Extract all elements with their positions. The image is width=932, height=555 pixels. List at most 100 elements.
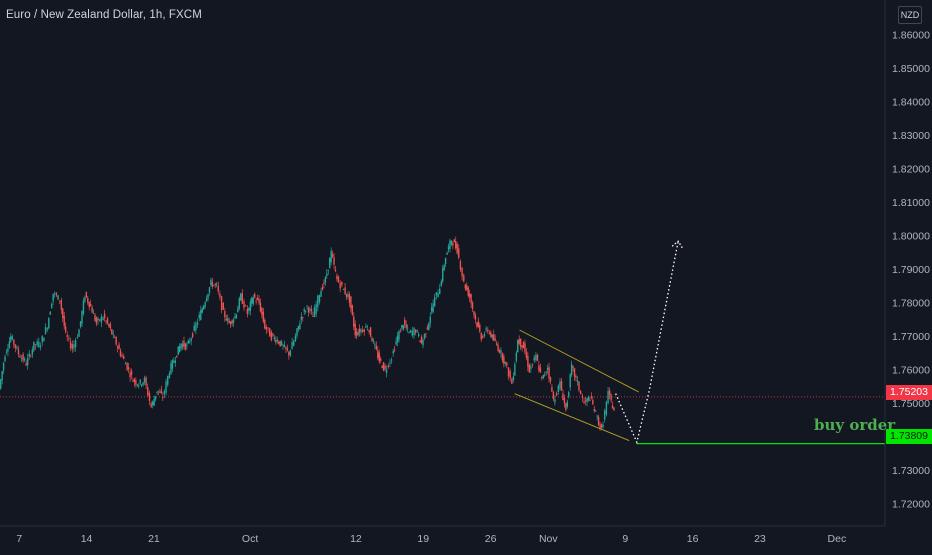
candle-body — [549, 377, 552, 382]
candle-body — [94, 314, 96, 321]
candle-body — [108, 323, 110, 327]
candle-body — [84, 297, 86, 302]
candlestick — [368, 329, 370, 335]
candlestick — [549, 376, 552, 385]
candle-body — [360, 329, 362, 332]
candle-body — [256, 297, 259, 300]
candle-body — [501, 353, 504, 361]
candle-body — [187, 340, 190, 344]
candle-body — [480, 333, 482, 340]
candlestick — [94, 313, 96, 322]
candle-body — [204, 302, 206, 307]
candle-body — [91, 307, 93, 313]
candle-body — [545, 371, 547, 373]
candle-body — [13, 339, 15, 345]
candle-body — [147, 387, 149, 396]
candle-body — [538, 365, 540, 371]
candle-body — [28, 353, 30, 357]
time-tick-label: 19 — [417, 533, 429, 545]
candlestick — [471, 300, 474, 312]
candlestick — [207, 293, 209, 302]
candle-body — [291, 342, 293, 350]
candle-body — [611, 405, 614, 409]
candle-body — [363, 329, 365, 332]
candle-body — [173, 360, 175, 363]
candle-body — [202, 305, 205, 310]
candlestick — [337, 275, 340, 283]
candlestick — [261, 307, 263, 319]
candle-body — [420, 336, 423, 344]
candle-body — [210, 279, 212, 285]
candle-body — [458, 248, 460, 258]
candlestick — [114, 335, 116, 338]
candle-body — [327, 269, 329, 271]
candle-body — [476, 322, 478, 327]
candlestick — [130, 368, 133, 380]
candle-body — [379, 358, 382, 361]
candle-body — [390, 359, 393, 361]
candle-body — [518, 339, 520, 344]
candle-body — [377, 350, 379, 359]
currency-badge[interactable]: NZD — [898, 6, 922, 24]
candlestick — [256, 294, 259, 301]
candle-body — [369, 327, 372, 337]
candlestick — [186, 342, 188, 350]
candlestick — [136, 384, 139, 388]
candlestick — [286, 344, 289, 352]
candlestick — [354, 320, 356, 339]
candlestick — [378, 349, 380, 365]
candlestick — [483, 331, 486, 338]
candle-body — [307, 307, 310, 313]
candlestick — [599, 421, 601, 431]
candle-body — [160, 390, 163, 394]
candlestick — [106, 316, 109, 325]
candlestick — [210, 277, 212, 288]
candle-body — [470, 294, 472, 304]
candlestick — [387, 363, 389, 369]
candlestick — [458, 244, 460, 260]
candlestick — [87, 295, 89, 305]
candlestick — [575, 374, 577, 382]
candle-body — [248, 307, 250, 312]
candlestick — [327, 269, 329, 275]
candlestick — [613, 406, 615, 411]
candlestick — [142, 381, 144, 387]
candlestick — [309, 306, 311, 314]
candle-body — [572, 366, 574, 368]
candlestick — [507, 366, 510, 380]
candle-body — [409, 330, 412, 332]
candle-body — [139, 379, 141, 384]
candle-body — [244, 305, 247, 307]
candlestick — [414, 328, 417, 336]
candle-body — [196, 322, 199, 325]
candle-body — [64, 326, 67, 332]
candle-body — [102, 317, 104, 320]
candlestick — [270, 329, 273, 342]
candle-body — [321, 286, 324, 290]
candle-body — [214, 283, 216, 285]
time-axis[interactable]: 7 14 21 Oct 12 19 26 Nov 9 16 23 Dec — [16, 533, 846, 545]
price-axis[interactable]: 1.86000 1.85000 1.84000 1.83000 1.82000 1.810… — [892, 30, 930, 511]
candlestick — [285, 346, 287, 353]
time-tick-label: 21 — [148, 533, 160, 545]
candle-body — [103, 313, 106, 319]
candle-body — [378, 352, 380, 362]
candle-body — [87, 297, 89, 303]
candlestick — [470, 293, 472, 308]
candle-body — [467, 287, 469, 296]
candlestick — [111, 328, 113, 335]
candlestick — [244, 304, 247, 307]
candlestick — [49, 310, 51, 315]
candlestick — [584, 397, 587, 406]
candlestick — [258, 295, 260, 306]
candlestick — [296, 328, 298, 339]
symbol-title[interactable]: Euro / New Zealand Dollar, 1h, FXCM — [6, 9, 202, 21]
candlestick — [157, 390, 160, 396]
candlestick — [118, 341, 120, 350]
candlestick — [82, 297, 85, 316]
candle-body — [411, 330, 414, 336]
candle-body — [357, 332, 359, 336]
candlestick — [276, 336, 278, 344]
